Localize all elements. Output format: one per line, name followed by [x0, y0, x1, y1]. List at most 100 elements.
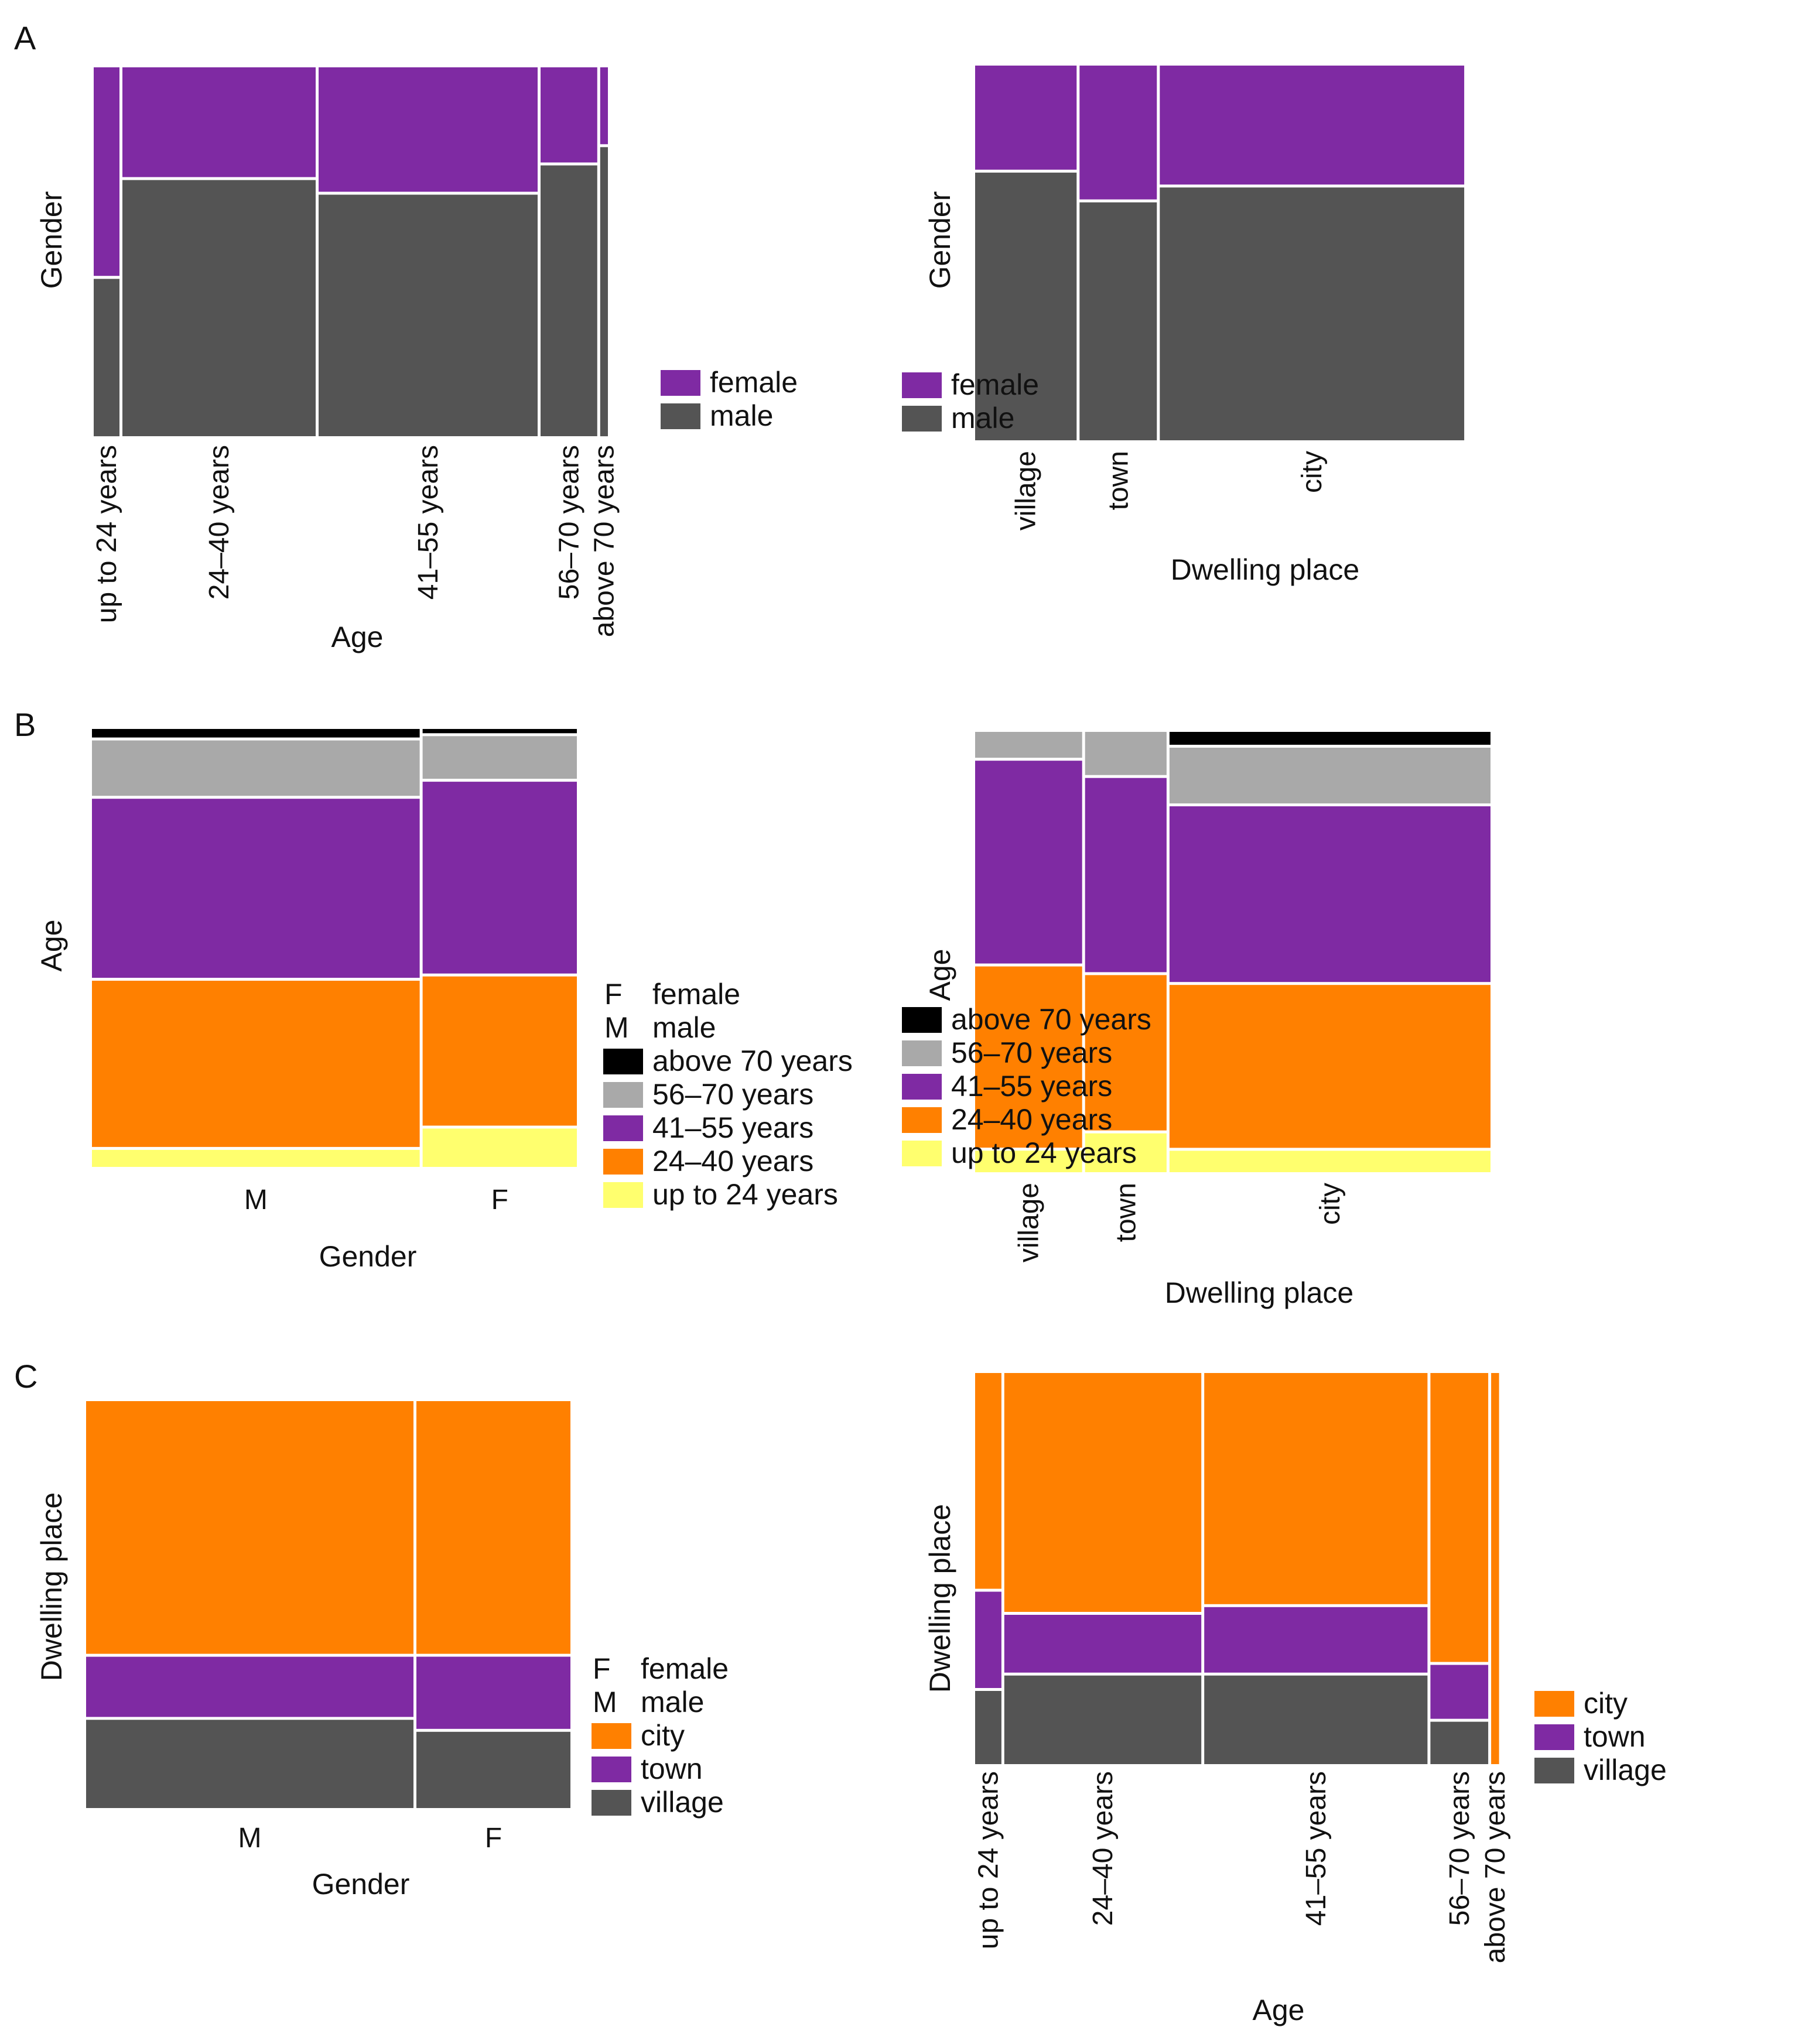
- legend-swatch-female: [661, 370, 700, 396]
- y-axis-title: Gender: [924, 191, 956, 289]
- legend-label-above-70-years: above 70 years: [652, 1045, 853, 1077]
- legend-swatch-up-to-24-years: [603, 1182, 643, 1208]
- legend-label-village: village: [641, 1786, 724, 1819]
- tile-f-24-40-years: [422, 976, 577, 1126]
- legend-swatch-male: [902, 406, 942, 432]
- legend-swatch-city: [1534, 1691, 1574, 1717]
- tile-m-up-to-24-years: [92, 1149, 420, 1167]
- x-axis-title: Dwelling place: [1165, 1276, 1353, 1309]
- tile-56-70-years-female: [541, 67, 597, 163]
- x-tick-above-70-years: above 70 years: [1480, 1771, 1511, 1963]
- legend-label-city: city: [641, 1719, 685, 1752]
- tile-41-55-years-male: [319, 194, 538, 436]
- x-tick-24-40-years: 24–40 years: [204, 445, 235, 600]
- legend-label-male: male: [710, 399, 773, 432]
- x-axis-title: Gender: [319, 1240, 417, 1273]
- tile-m-village: [86, 1720, 413, 1808]
- panel-letter-b: B: [14, 706, 36, 743]
- tile-f-town: [416, 1656, 570, 1729]
- mosaic-gender-by-dwelling: village town city Dwelling place Gender femal…: [902, 66, 1465, 586]
- tile-f-up-to-24-years: [422, 1128, 577, 1167]
- legend-label-female: female: [710, 366, 798, 399]
- legend-label-village: village: [1584, 1754, 1667, 1786]
- tile-village-female: [975, 66, 1077, 170]
- tile-up-to-24-years-city: [975, 1373, 1001, 1589]
- x-tick-24-40-years: 24–40 years: [1088, 1771, 1119, 1926]
- tile-56-70-years-male: [541, 165, 597, 436]
- tile-f-village: [416, 1731, 570, 1808]
- y-axis-title: Dwelling place: [35, 1492, 68, 1681]
- tile-f-56-70-years: [422, 736, 577, 779]
- x-tick-village: village: [1013, 1183, 1044, 1262]
- tile-m-town: [86, 1656, 413, 1717]
- legend-swatch-up-to-24-years: [902, 1141, 942, 1166]
- legend-label-female: female: [641, 1652, 729, 1685]
- x-axis-title: Dwelling place: [1171, 553, 1359, 586]
- legend-swatch-24-40-years: [902, 1107, 942, 1133]
- legend-swatch-41-55-years: [902, 1074, 942, 1100]
- legend-label-56-70-years: 56–70 years: [652, 1078, 813, 1111]
- y-axis-title: Age: [924, 949, 956, 1001]
- tile-village-male: [975, 172, 1077, 440]
- tile-town-56-70-years: [1085, 732, 1167, 775]
- tile-56-70-years-village: [1430, 1721, 1489, 1764]
- tile-f-41-55-years: [422, 782, 577, 974]
- legend-swatch-town: [1534, 1724, 1574, 1750]
- legend-label-male: male: [951, 402, 1014, 434]
- tile-24-40-years-village: [1004, 1675, 1202, 1764]
- legend-label-female: female: [951, 368, 1039, 401]
- legend-label-24-40-years: 24–40 years: [951, 1103, 1112, 1136]
- tile-up-to-24-years-male: [94, 279, 119, 437]
- tile-above-70-years-female: [600, 67, 608, 145]
- y-axis-title: Age: [35, 920, 68, 972]
- x-tick-up-to-24-years: up to 24 years: [973, 1771, 1004, 1949]
- legend-swatch-41-55-years: [603, 1115, 643, 1141]
- legend-label-41-55-years: 41–55 years: [951, 1070, 1112, 1103]
- tile-41-55-years-city: [1204, 1373, 1428, 1604]
- tile-up-to-24-years-female: [94, 67, 119, 276]
- legend-label-24-40-years: 24–40 years: [652, 1145, 813, 1177]
- tile-24-40-years-town: [1004, 1615, 1202, 1673]
- tile-city-up-to-24-years: [1169, 1151, 1491, 1172]
- x-tick-56-70-years: 56–70 years: [1444, 1771, 1475, 1926]
- legend-swatch-56-70-years: [902, 1040, 942, 1066]
- tile-up-to-24-years-town: [975, 1591, 1001, 1688]
- tile-41-55-years-town: [1204, 1607, 1428, 1673]
- mosaic-dwelling-by-age: up to 24 years 24–40 years 41–55 years 56–7…: [924, 1373, 1667, 2026]
- tile-56-70-years-city: [1430, 1373, 1489, 1662]
- x-tick-m: M: [238, 1823, 261, 1854]
- legend-swatch-town: [592, 1757, 631, 1782]
- legend-label-up-to-24-years: up to 24 years: [652, 1178, 838, 1211]
- legend-label-male: male: [652, 1011, 716, 1044]
- tile-f-city: [416, 1401, 570, 1654]
- legend-label-city: city: [1584, 1687, 1628, 1720]
- tile-village-41-55-years: [975, 761, 1082, 964]
- legend-key-letter-male: M: [604, 1011, 629, 1044]
- tile-village-24-40-years: [975, 966, 1082, 1148]
- mosaic-gender-by-age: up to 24 years 24–40 years 41–55 years 56–7…: [35, 67, 798, 653]
- y-axis-title: Gender: [35, 191, 68, 289]
- tile-41-55-years-female: [319, 67, 538, 192]
- x-tick-city: city: [1297, 451, 1328, 493]
- x-tick-41-55-years: 41–55 years: [413, 445, 444, 600]
- legend-label-above-70-years: above 70 years: [951, 1003, 1151, 1036]
- legend-swatch-56-70-years: [603, 1082, 643, 1108]
- x-tick-m: M: [244, 1184, 268, 1216]
- legend-swatch-village: [1534, 1758, 1574, 1783]
- legend-swatch-male: [661, 403, 700, 429]
- panel-letter-c: C: [14, 1358, 37, 1395]
- x-tick-village: village: [1011, 451, 1042, 530]
- tile-city-above-70-years: [1169, 732, 1491, 745]
- legend-swatch-above-70-years: [603, 1049, 643, 1074]
- tile-town-male: [1079, 202, 1157, 440]
- tile-town-41-55-years: [1085, 778, 1167, 973]
- tile-24-40-years-female: [122, 67, 316, 177]
- legend-swatch-above-70-years: [902, 1007, 942, 1033]
- panel-letter-a: A: [14, 19, 36, 56]
- legend-label-male: male: [641, 1686, 704, 1718]
- tile-above-70-years-male: [600, 147, 608, 437]
